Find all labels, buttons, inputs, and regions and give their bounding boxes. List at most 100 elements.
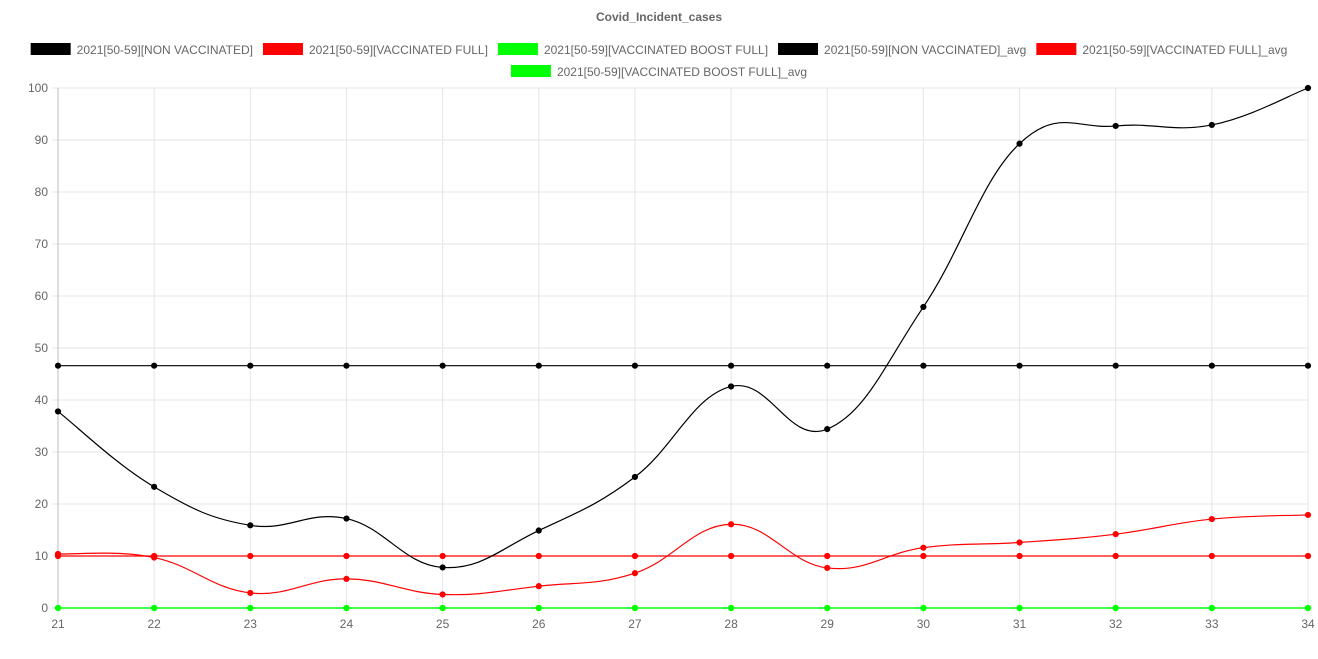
data-point: [1016, 362, 1023, 369]
y-tick-label: 0: [41, 601, 48, 615]
data-point: [631, 473, 639, 481]
data-point: [1208, 362, 1215, 369]
legend-label: 2021[50-59][VACCINATED FULL]_avg: [1082, 43, 1287, 57]
data-point: [727, 552, 735, 560]
legend-swatch: [510, 65, 551, 77]
data-point: [343, 362, 350, 369]
legend-item[interactable]: 2021[50-59][VACCINATED FULL]_avg: [1036, 43, 1287, 57]
legend-item[interactable]: 2021[50-59][VACCINATED FULL]: [262, 43, 488, 57]
data-point: [1304, 511, 1312, 519]
data-point: [727, 521, 735, 528]
data-point: [920, 604, 927, 612]
y-tick-label: 90: [35, 133, 49, 147]
x-tick-label: 26: [532, 617, 546, 631]
x-tick-label: 25: [436, 617, 450, 631]
data-point: [343, 604, 350, 612]
x-tick-label: 31: [1013, 617, 1027, 631]
x-tick-label: 22: [147, 617, 161, 631]
legend: 2021[50-59][NON VACCINATED] 2021[50-59][V…: [30, 43, 1287, 79]
data-point: [247, 362, 254, 369]
legend-swatch: [778, 43, 819, 55]
data-point: [1016, 552, 1023, 560]
data-point: [54, 604, 62, 612]
series-1: [54, 511, 1312, 598]
legend-item[interactable]: 2021[50-59][VACCINATED BOOST FULL]: [497, 43, 768, 57]
data-point: [54, 550, 62, 558]
data-point: [151, 604, 158, 612]
data-point: [631, 362, 639, 369]
data-point: [439, 591, 446, 598]
legend-item[interactable]: 2021[50-59][VACCINATED BOOST FULL]_avg: [510, 65, 807, 79]
y-tick-label: 40: [35, 393, 49, 407]
data-point: [247, 604, 254, 612]
data-point: [151, 483, 158, 490]
data-point: [1016, 604, 1023, 612]
y-tick-label: 100: [28, 81, 48, 95]
data-point: [535, 527, 542, 534]
data-point: [1112, 604, 1119, 612]
data-point: [439, 564, 446, 571]
x-tick-label: 32: [1109, 617, 1123, 631]
data-point: [54, 408, 62, 415]
data-point: [727, 362, 735, 369]
data-point: [824, 552, 831, 560]
legend-label: 2021[50-59][VACCINATED BOOST FULL]: [544, 43, 768, 57]
series-line: [57, 87, 1309, 569]
series-4: [54, 552, 1312, 560]
data-point: [727, 604, 735, 612]
data-point: [824, 604, 831, 612]
data-point: [631, 552, 639, 560]
x-tick-label: 27: [628, 617, 642, 631]
x-axis: 21 22 23 24 25 26 27 28 29 30 31 32 33 34: [51, 617, 1315, 631]
legend-swatch: [1036, 43, 1077, 55]
plot-area: [54, 84, 1312, 612]
data-point: [1208, 604, 1215, 612]
data-point: [1112, 362, 1119, 369]
data-point: [920, 362, 927, 369]
legend-label: 2021[50-59][NON VACCINATED]_avg: [824, 43, 1026, 57]
y-tick-label: 30: [35, 445, 49, 459]
data-point: [1016, 140, 1023, 147]
data-point: [247, 522, 254, 529]
y-tick-label: 60: [35, 289, 49, 303]
series-line: [57, 514, 1309, 596]
x-tick-label: 33: [1205, 617, 1219, 631]
data-point: [1304, 84, 1312, 92]
grid: [52, 87, 1309, 614]
x-tick-label: 30: [917, 617, 931, 631]
data-point: [1016, 539, 1023, 546]
data-point: [535, 604, 542, 612]
data-point: [920, 303, 927, 311]
legend-swatch: [262, 43, 303, 55]
data-point: [343, 515, 350, 522]
x-tick-label: 21: [51, 617, 65, 631]
data-point: [1208, 515, 1215, 523]
data-point: [1304, 552, 1312, 560]
data-point: [1112, 531, 1119, 538]
chart-title: Covid_Incident_cases: [596, 10, 722, 24]
legend-item[interactable]: 2021[50-59][NON VACCINATED]_avg: [778, 43, 1026, 57]
x-tick-label: 23: [244, 617, 258, 631]
data-point: [343, 552, 350, 560]
legend-swatch: [30, 43, 71, 55]
data-point: [824, 564, 831, 572]
data-point: [824, 362, 831, 369]
x-tick-label: 29: [821, 617, 835, 631]
data-point: [54, 362, 62, 369]
legend-label: 2021[50-59][VACCINATED FULL]: [309, 43, 488, 57]
y-axis: 0 10 20 30 40 50 60 70 80 90 100: [28, 81, 48, 615]
data-point: [343, 575, 350, 582]
legend-swatch: [497, 43, 538, 55]
legend-label: 2021[50-59][NON VACCINATED]: [77, 43, 253, 57]
data-point: [920, 552, 927, 560]
data-point: [920, 544, 927, 551]
data-point: [1112, 552, 1119, 560]
series-0: [54, 84, 1312, 571]
data-point: [439, 362, 446, 369]
y-tick-label: 50: [35, 341, 49, 355]
data-point: [535, 362, 542, 369]
legend-item[interactable]: 2021[50-59][NON VACCINATED]: [30, 43, 253, 57]
data-point: [535, 583, 542, 590]
x-tick-label: 28: [724, 617, 738, 631]
